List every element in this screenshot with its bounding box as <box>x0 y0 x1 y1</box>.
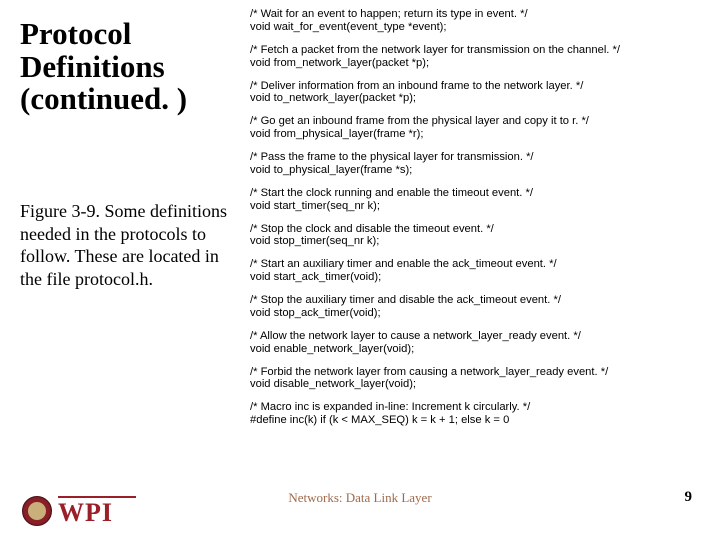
code-definitions: /* Wait for an event to happen; return i… <box>250 8 700 437</box>
title-line-2: Definitions <box>20 49 165 84</box>
figure-caption: Figure 3-9. Some definitions needed in t… <box>20 200 235 290</box>
def-item: /* Forbid the network layer from causing… <box>250 366 700 392</box>
def-prototype: void from_network_layer(packet *p); <box>250 57 700 70</box>
def-item: /* Pass the frame to the physical layer … <box>250 151 700 177</box>
wpi-text: WPI <box>58 500 136 526</box>
def-comment: /* Start an auxiliary timer and enable t… <box>250 258 700 271</box>
def-comment: /* Forbid the network layer from causing… <box>250 366 700 379</box>
def-prototype: void enable_network_layer(void); <box>250 343 700 356</box>
def-item: /* Go get an inbound frame from the phys… <box>250 115 700 141</box>
def-comment: /* Macro inc is expanded in-line: Increm… <box>250 401 700 414</box>
def-prototype: void disable_network_layer(void); <box>250 378 700 391</box>
def-comment: /* Deliver information from an inbound f… <box>250 80 700 93</box>
def-prototype: #define inc(k) if (k < MAX_SEQ) k = k + … <box>250 414 700 427</box>
def-comment: /* Stop the clock and disable the timeou… <box>250 223 700 236</box>
def-prototype: void stop_ack_timer(void); <box>250 307 700 320</box>
slide: Protocol Definitions (continued. ) Figur… <box>0 0 720 540</box>
def-item: /* Allow the network layer to cause a ne… <box>250 330 700 356</box>
def-item: /* Wait for an event to happen; return i… <box>250 8 700 34</box>
def-item: /* Fetch a packet from the network layer… <box>250 44 700 70</box>
def-item: /* Macro inc is expanded in-line: Increm… <box>250 401 700 427</box>
def-comment: /* Start the clock running and enable th… <box>250 187 700 200</box>
title-line-3: (continued. ) <box>20 81 187 116</box>
def-item: /* Stop the auxiliary timer and disable … <box>250 294 700 320</box>
def-comment: /* Fetch a packet from the network layer… <box>250 44 700 57</box>
def-prototype: void stop_timer(seq_nr k); <box>250 235 700 248</box>
def-prototype: void from_physical_layer(frame *r); <box>250 128 700 141</box>
footer-title: Networks: Data Link Layer <box>288 490 431 506</box>
def-item: /* Start an auxiliary timer and enable t… <box>250 258 700 284</box>
wpi-wordmark: WPI <box>58 496 136 526</box>
def-item: /* Stop the clock and disable the timeou… <box>250 223 700 249</box>
def-prototype: void wait_for_event(event_type *event); <box>250 21 700 34</box>
def-prototype: void to_physical_layer(frame *s); <box>250 164 700 177</box>
def-item: /* Deliver information from an inbound f… <box>250 80 700 106</box>
def-prototype: void start_timer(seq_nr k); <box>250 200 700 213</box>
def-comment: /* Wait for an event to happen; return i… <box>250 8 700 21</box>
slide-title: Protocol Definitions (continued. ) <box>20 18 230 116</box>
def-comment: /* Stop the auxiliary timer and disable … <box>250 294 700 307</box>
page-number: 9 <box>685 489 693 506</box>
slide-footer: WPI Networks: Data Link Layer 9 <box>0 480 720 526</box>
def-comment: /* Pass the frame to the physical layer … <box>250 151 700 164</box>
title-line-1: Protocol <box>20 16 131 51</box>
wpi-seal-icon <box>22 496 52 526</box>
def-prototype: void to_network_layer(packet *p); <box>250 92 700 105</box>
def-item: /* Start the clock running and enable th… <box>250 187 700 213</box>
def-comment: /* Go get an inbound frame from the phys… <box>250 115 700 128</box>
def-prototype: void start_ack_timer(void); <box>250 271 700 284</box>
wpi-logo: WPI <box>22 496 136 526</box>
def-comment: /* Allow the network layer to cause a ne… <box>250 330 700 343</box>
left-column: Protocol Definitions (continued. ) <box>20 18 230 116</box>
